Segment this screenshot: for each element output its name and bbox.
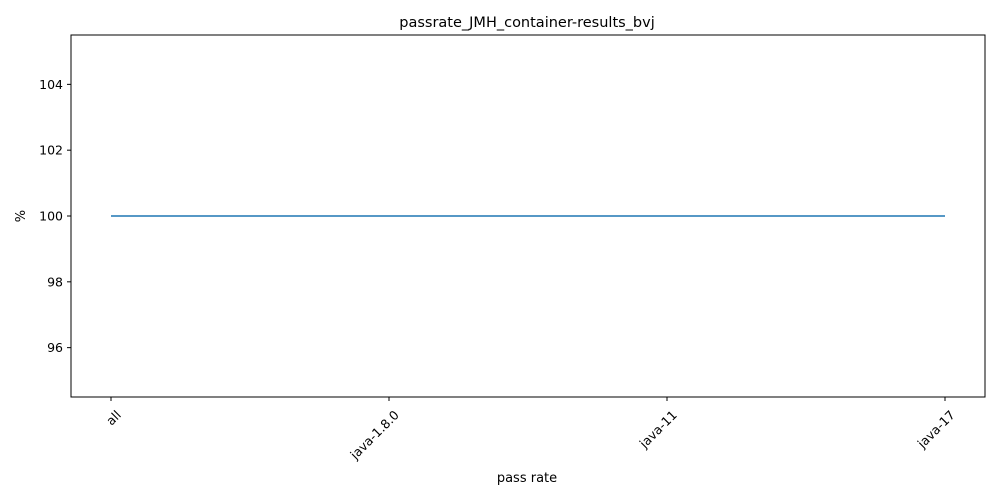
y-tick-label: 102 [39,143,63,158]
x-tick-label: all [103,407,124,428]
x-tick-label: java-11 [636,407,680,451]
y-axis: 96 98 100 102 104 [39,77,71,355]
y-tick-label: 98 [47,274,63,289]
x-tick-label: java-1.8.0 [346,407,402,463]
y-axis-label: % [14,210,29,222]
x-tick-label: java-17 [914,407,958,451]
x-axis: all java-1.8.0 java-11 java-17 [103,397,958,463]
y-tick-label: 100 [39,209,63,224]
y-tick-label: 96 [47,340,63,355]
y-tick-label: 104 [39,77,63,92]
x-axis-label: pass rate [497,471,557,486]
chart-title: passrate_JMH_container-results_bvj [399,15,655,31]
